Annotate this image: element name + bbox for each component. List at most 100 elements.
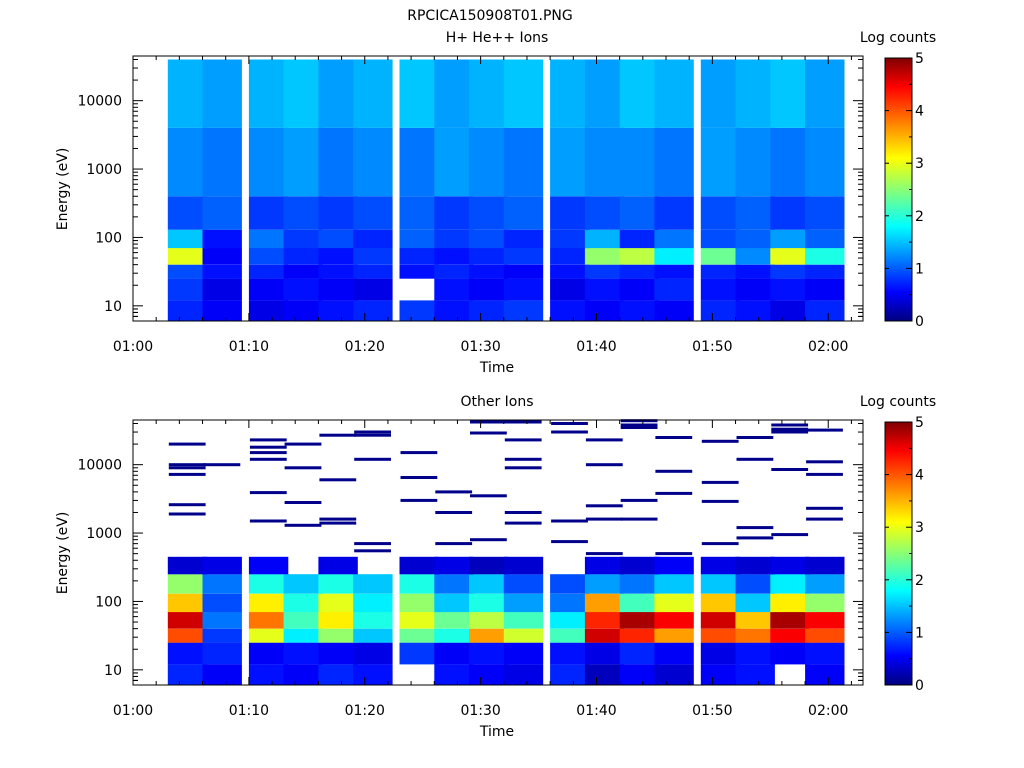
heatmap-cell — [805, 264, 845, 279]
sparse-count-mark — [551, 422, 588, 425]
sparse-count-mark — [470, 431, 507, 435]
sparse-count-mark — [249, 451, 287, 455]
figure-title: RPCICA150908T01.PNG — [407, 8, 572, 24]
heatmap-cell — [318, 278, 358, 301]
heatmap-cell — [770, 642, 810, 665]
sparse-count-mark — [249, 491, 287, 495]
heatmap-cell — [700, 628, 741, 643]
heatmap-cell — [434, 593, 474, 613]
heatmap-cell — [434, 612, 474, 629]
sparse-count-mark — [284, 442, 322, 446]
heatmap-cell — [469, 664, 509, 685]
x-tick-label: 02:00 — [808, 339, 848, 355]
heatmap-cell — [353, 612, 393, 629]
heatmap-cell — [399, 593, 439, 613]
sparse-count-mark — [168, 472, 206, 476]
heatmap-cell — [654, 196, 694, 230]
heatmap-cell — [353, 642, 393, 665]
heatmap-cell — [654, 642, 694, 665]
heatmap-cell — [283, 628, 323, 643]
sparse-count-mark — [435, 490, 473, 494]
heatmap-cell — [202, 248, 242, 265]
heatmap-cell — [399, 556, 439, 575]
colorbar-tick-label: 3 — [915, 520, 924, 536]
heatmap-cell — [735, 264, 775, 279]
heatmap-cell — [735, 574, 775, 594]
sparse-count-mark — [203, 463, 241, 467]
heatmap-cell — [469, 642, 509, 665]
sparse-count-mark — [736, 436, 774, 439]
colorbar-tick-label: 5 — [915, 415, 924, 431]
heatmap-cell — [503, 642, 544, 665]
heatmap-cell — [399, 612, 439, 629]
sparse-count-mark — [354, 542, 391, 546]
sparse-count-mark — [655, 491, 693, 495]
heatmap-cell — [503, 628, 544, 643]
heatmap-cell — [503, 593, 544, 613]
sparse-count-mark — [701, 480, 739, 484]
heatmap-cell — [735, 300, 775, 321]
sparse-count-mark — [249, 519, 287, 523]
sparse-count-mark — [504, 438, 542, 442]
heatmap-cell — [654, 593, 694, 613]
heatmap-cell — [584, 664, 625, 685]
sparse-count-mark — [319, 478, 357, 482]
heatmap-cell — [318, 196, 358, 230]
heatmap-cell — [805, 612, 845, 629]
heatmap-cell — [700, 664, 741, 685]
heatmap-cell — [805, 278, 845, 301]
heatmap-cell — [805, 196, 845, 230]
sparse-count-mark — [771, 430, 809, 434]
heatmap-cell — [584, 59, 625, 128]
heatmap-cell — [353, 248, 393, 265]
x-tick-label: 01:50 — [692, 703, 732, 719]
heatmap-cell — [283, 664, 323, 685]
heatmap-cell — [654, 59, 694, 128]
sparse-count-mark — [400, 498, 438, 502]
heatmap-cell — [770, 593, 810, 613]
sparse-count-mark — [701, 439, 739, 443]
heatmap-cell — [353, 628, 393, 643]
heatmap-cell — [283, 642, 323, 665]
sparse-count-mark — [354, 457, 391, 461]
heatmap-cell — [167, 196, 208, 230]
axes: 01:00 01:10 01:20 01:30 01:40 01:50 02:00 10 100… — [77, 56, 863, 355]
heatmap-cell — [700, 278, 741, 301]
y-tick-label: 1000 — [86, 162, 122, 178]
heatmap-cell — [283, 248, 323, 265]
colorbar-tick-label: 1 — [915, 261, 924, 277]
sparse-count-mark — [655, 469, 693, 473]
sparse-count-mark — [504, 511, 542, 514]
heatmap-cell — [469, 196, 509, 230]
heatmap-cell — [202, 127, 242, 197]
heatmap-cell — [353, 278, 393, 301]
heatmap-cell — [469, 556, 509, 575]
heatmap-cell — [735, 278, 775, 301]
heatmap-cell — [770, 229, 810, 249]
sparse-count-mark — [249, 445, 287, 449]
y-tick-label: 1000 — [86, 526, 122, 542]
heatmap-cell — [248, 127, 289, 197]
heatmap-cell — [202, 229, 242, 249]
plot-frame — [132, 419, 864, 686]
heatmap-cell — [167, 574, 208, 594]
heatmap-cell — [735, 196, 775, 230]
sparse-count-mark — [435, 511, 473, 514]
panel-other-ions: Other Ions Log counts Time Energy (eV) 0… — [55, 394, 936, 740]
heatmap-cell — [283, 300, 323, 321]
colorbar-tick-label: 5 — [915, 51, 924, 67]
heatmap-cell — [283, 59, 323, 128]
heatmap-cell — [399, 574, 439, 594]
heatmap-cell — [700, 59, 741, 128]
colorbar — [884, 421, 913, 686]
heatmap-cell — [654, 612, 694, 629]
y-tick-label: 10000 — [77, 458, 122, 474]
y-axis-label: Energy (eV) — [55, 148, 71, 231]
heatmap-cell — [248, 574, 289, 594]
heatmap-cell — [248, 593, 289, 613]
heatmap-cell — [318, 593, 358, 613]
heatmap-cell — [550, 300, 590, 321]
heatmap-cell — [167, 593, 208, 613]
heatmap-cell — [469, 593, 509, 613]
sparse-count-mark — [319, 517, 357, 521]
